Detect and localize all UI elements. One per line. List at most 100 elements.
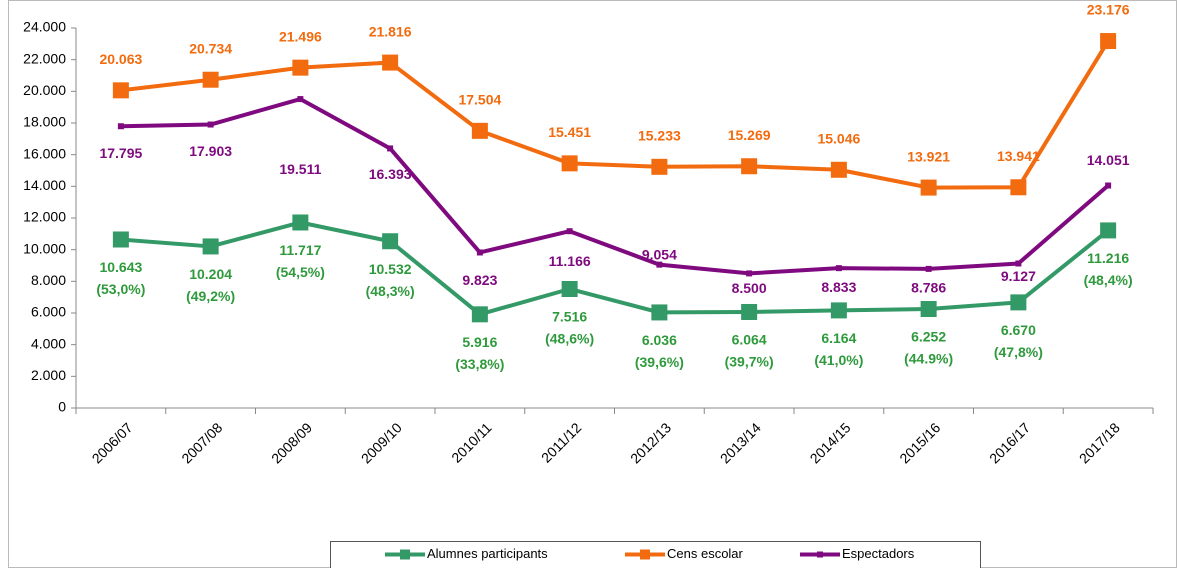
x-tick-label: 2006/07 [89, 419, 136, 466]
data-label: 13.921 [907, 148, 950, 164]
data-label: 15.046 [817, 130, 860, 146]
data-label: 5.916 [462, 334, 497, 350]
x-tick-label: 2014/15 [807, 419, 854, 466]
data-label: 10.532 [369, 261, 412, 277]
y-tick-label: 8.000 [31, 272, 66, 288]
series-line [120, 40, 1110, 190]
y-tick-label: 6.000 [31, 304, 66, 320]
marker [1100, 222, 1117, 239]
marker [1015, 260, 1022, 267]
x-tick-label: 2016/17 [986, 419, 1033, 466]
marker [656, 261, 663, 268]
y-tick-label: 12.000 [23, 209, 66, 225]
marker [112, 82, 129, 99]
x-tick-label: 2007/08 [178, 419, 225, 466]
marker [476, 249, 483, 256]
marker [1010, 294, 1027, 311]
legend-label: Espectadors [842, 546, 915, 561]
marker [651, 158, 668, 175]
marker [387, 145, 394, 152]
data-label: 17.903 [189, 143, 232, 159]
marker [112, 231, 129, 248]
data-label: 21.496 [279, 28, 322, 44]
share-label: (39,6%) [635, 354, 684, 370]
marker [382, 54, 399, 71]
share-label: (47,8%) [994, 344, 1043, 360]
data-label: 20.734 [189, 40, 232, 56]
data-label: 10.643 [99, 259, 142, 275]
data-label: 11.216 [1087, 250, 1129, 266]
data-label: 19.511 [279, 161, 321, 177]
marker [292, 59, 309, 76]
y-tick-label: 14.000 [23, 177, 66, 193]
y-tick-label: 4.000 [31, 335, 66, 351]
marker [471, 306, 488, 323]
share-label: (44.9%) [904, 351, 953, 367]
y-tick-label: 2.000 [31, 367, 66, 383]
share-label: (48,3%) [366, 283, 415, 299]
marker [651, 304, 668, 321]
y-tick-label: 16.000 [23, 145, 66, 161]
data-label: 8.833 [821, 279, 856, 295]
data-label: 17.504 [458, 92, 501, 108]
data-label: 15.269 [728, 127, 771, 143]
x-tick-label: 2015/16 [896, 419, 943, 466]
marker [830, 302, 847, 319]
marker [202, 71, 219, 88]
data-label: 11.717 [279, 242, 321, 258]
y-tick-label: 20.000 [23, 82, 66, 98]
y-tick-label: 0 [58, 399, 66, 415]
legend-label: Alumnes participants [427, 546, 548, 561]
y-tick-label: 10.000 [23, 240, 66, 256]
data-label: 6.252 [911, 329, 946, 345]
marker [835, 265, 842, 272]
marker [920, 179, 937, 196]
data-label: 6.670 [1001, 322, 1036, 338]
marker [561, 280, 578, 297]
marker [746, 270, 753, 277]
data-label: 10.204 [189, 266, 232, 282]
x-tick-label: 2012/13 [627, 419, 674, 466]
marker [561, 155, 578, 172]
x-tick-label: 2008/09 [268, 419, 315, 466]
y-tick-label: 18.000 [23, 114, 66, 130]
data-label: 13.941 [997, 148, 1040, 164]
share-label: (49,2%) [186, 288, 235, 304]
data-label: 20.063 [99, 51, 142, 67]
data-label: 9.127 [1001, 268, 1036, 284]
series-line [120, 220, 1110, 317]
share-label: (48,6%) [545, 331, 594, 347]
data-label: 23.176 [1087, 2, 1130, 18]
marker [741, 303, 758, 320]
marker [1100, 33, 1117, 50]
share-label: (54,5%) [276, 264, 325, 280]
legend-marker [640, 549, 650, 560]
marker [117, 123, 124, 130]
share-label: (39,7%) [725, 354, 774, 370]
marker [202, 238, 219, 255]
data-label: 9.054 [642, 246, 677, 262]
x-tick-label: 2013/14 [717, 419, 764, 466]
marker [566, 228, 573, 235]
share-label: (53,0%) [96, 281, 145, 297]
data-label: 16.393 [369, 166, 412, 182]
marker [925, 265, 932, 272]
y-tick-label: 24.000 [23, 19, 66, 35]
data-label: 21.816 [369, 23, 412, 39]
marker [830, 161, 847, 178]
data-label: 7.516 [552, 309, 587, 325]
x-tick-label: 2011/12 [538, 419, 585, 466]
share-label: (41,0%) [814, 352, 863, 368]
data-label: 6.164 [821, 330, 856, 346]
data-label: 9.823 [462, 272, 497, 288]
x-tick-label: 2010/11 [448, 419, 495, 466]
legend-marker [400, 549, 410, 560]
data-label: 8.500 [732, 280, 767, 296]
data-label: 6.064 [732, 332, 767, 348]
share-label: (33,8%) [455, 356, 504, 372]
x-tick-label: 2017/18 [1076, 419, 1123, 466]
legend-marker [817, 551, 823, 558]
data-label: 11.166 [549, 253, 591, 269]
x-tick-label: 2009/10 [358, 419, 405, 466]
